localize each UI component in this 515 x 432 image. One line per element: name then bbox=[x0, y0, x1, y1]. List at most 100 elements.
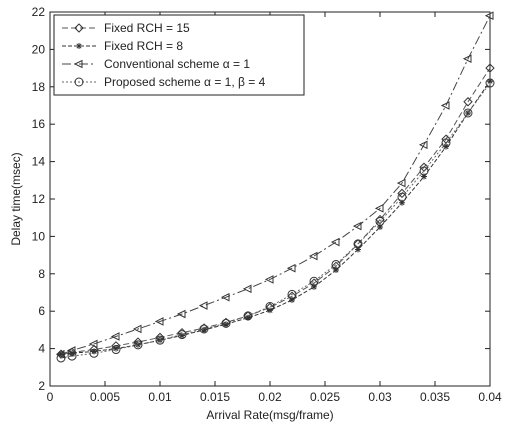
series-2 bbox=[58, 78, 493, 358]
series-4-point bbox=[243, 311, 253, 321]
series-4-point bbox=[177, 330, 187, 340]
legend-marker-4 bbox=[74, 77, 84, 87]
x-tick-label: 0.02 bbox=[258, 390, 282, 404]
x-tick-label: 0.04 bbox=[478, 390, 502, 404]
series-4 bbox=[56, 78, 495, 363]
series-4-point bbox=[199, 324, 209, 334]
x-tick-label: 0 bbox=[47, 390, 54, 404]
legend-label-3: Conventional scheme α = 1 bbox=[104, 57, 250, 71]
series-3-point bbox=[242, 284, 252, 294]
series-4-point bbox=[485, 78, 495, 88]
x-tick-label: 0.005 bbox=[90, 390, 120, 404]
series-1-point bbox=[463, 97, 473, 107]
series-3-point bbox=[220, 292, 230, 302]
x-tick-label: 0.03 bbox=[368, 390, 392, 404]
series-3-point bbox=[286, 263, 296, 273]
series-4-point bbox=[463, 108, 473, 118]
legend-label-1: Fixed RCH = 15 bbox=[104, 21, 190, 35]
series-4-point bbox=[441, 138, 451, 148]
series-3-point bbox=[110, 332, 120, 341]
series-2-point bbox=[311, 283, 317, 290]
y-tick-label: 12 bbox=[32, 192, 46, 206]
series-2-line bbox=[60, 80, 491, 355]
series-1-point bbox=[441, 134, 451, 144]
legend-marker-3 bbox=[73, 59, 83, 69]
y-axis-label: Delay time(msec) bbox=[9, 152, 23, 245]
series-3 bbox=[55, 11, 494, 359]
series-3-point bbox=[396, 178, 406, 188]
legend-label-4: Proposed scheme α = 1, β = 4 bbox=[104, 75, 266, 89]
series-4-line bbox=[60, 82, 491, 359]
series-4-point bbox=[309, 276, 319, 286]
series-2-point bbox=[333, 267, 339, 274]
y-tick-label: 18 bbox=[32, 80, 46, 94]
series-4-point bbox=[419, 166, 429, 176]
x-axis-label: Arrival Rate(msg/frame) bbox=[206, 408, 333, 422]
series-layer bbox=[55, 11, 495, 363]
series-2-point bbox=[245, 314, 251, 321]
series-3-point bbox=[132, 324, 142, 334]
series-3-point bbox=[484, 11, 494, 21]
series-3-line bbox=[60, 15, 491, 355]
series-3-point bbox=[308, 251, 318, 261]
series-1-point bbox=[485, 63, 495, 73]
legend-label-2: Fixed RCH = 8 bbox=[104, 39, 183, 53]
series-3-point bbox=[418, 140, 428, 150]
series-3-point bbox=[55, 349, 65, 359]
series-4-point bbox=[89, 348, 99, 358]
series-4-point bbox=[133, 340, 143, 350]
series-4-point bbox=[56, 353, 66, 363]
series-1 bbox=[56, 63, 495, 359]
series-2-point bbox=[421, 173, 427, 180]
x-tick-label: 0.035 bbox=[420, 390, 450, 404]
series-3-point bbox=[264, 275, 274, 284]
y-tick-label: 10 bbox=[32, 229, 46, 243]
y-tick-label: 20 bbox=[32, 42, 46, 56]
series-4-point bbox=[397, 192, 407, 202]
series-3-point bbox=[176, 309, 186, 319]
series-3-point bbox=[462, 54, 472, 64]
series-2-point bbox=[223, 321, 229, 328]
series-2-point bbox=[201, 326, 207, 333]
series-2-point bbox=[91, 348, 97, 355]
y-tick-label: 22 bbox=[32, 5, 46, 19]
series-4-point bbox=[353, 239, 363, 249]
series-4-point bbox=[331, 259, 341, 269]
series-4-point bbox=[265, 302, 275, 312]
series-2-point bbox=[113, 345, 119, 352]
axis-ticks: 0 0.005 0.01 0.015 0.02 0.025 0.03 0.035 0.04 2 4 6… bbox=[32, 5, 502, 404]
series-4-point bbox=[155, 335, 165, 345]
series-2-point bbox=[135, 341, 141, 348]
series-2-point bbox=[179, 332, 185, 339]
series-3-point bbox=[198, 301, 208, 310]
legend-marker-1 bbox=[74, 23, 84, 33]
series-1-point bbox=[419, 162, 429, 172]
series-4-point bbox=[375, 216, 385, 226]
x-tick-label: 0.025 bbox=[310, 390, 340, 404]
series-3-point bbox=[352, 221, 362, 231]
y-tick-label: 2 bbox=[38, 379, 45, 393]
series-2-point bbox=[289, 296, 295, 303]
series-2-point bbox=[377, 224, 383, 231]
series-2-point bbox=[399, 199, 405, 206]
y-tick-label: 16 bbox=[32, 117, 46, 131]
series-4-point bbox=[287, 289, 297, 299]
series-3-point bbox=[154, 317, 164, 326]
series-2-point bbox=[69, 350, 75, 357]
legend-marker-2 bbox=[76, 43, 82, 49]
series-2-point bbox=[355, 246, 361, 253]
y-tick-label: 8 bbox=[38, 267, 45, 281]
series-2-point bbox=[465, 109, 471, 116]
series-4-point bbox=[111, 345, 121, 355]
series-4-point bbox=[221, 318, 231, 328]
series-2-point bbox=[487, 78, 493, 85]
series-3-point bbox=[330, 237, 340, 247]
y-tick-label: 14 bbox=[32, 155, 46, 169]
x-tick-label: 0.01 bbox=[148, 390, 172, 404]
legend: Fixed RCH = 15 Fixed RCH = 8 Conventional … bbox=[53, 14, 305, 96]
series-1-line bbox=[60, 67, 491, 355]
x-tick-label: 0.015 bbox=[200, 390, 230, 404]
series-3-point bbox=[88, 339, 98, 349]
series-4-point bbox=[67, 351, 77, 361]
